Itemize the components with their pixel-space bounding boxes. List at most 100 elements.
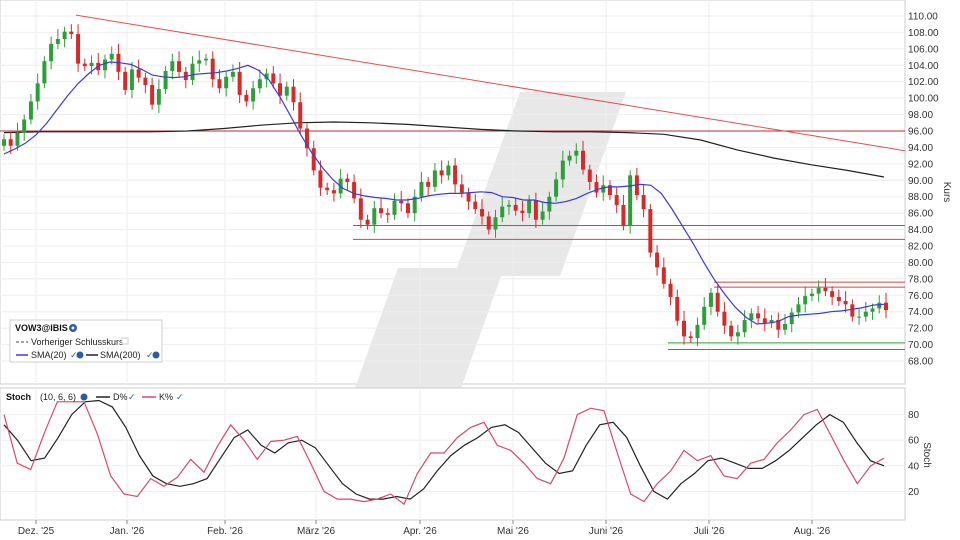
candle-body [69,31,74,35]
candle-body [533,200,538,220]
x-tick-label: Jan. '26 [110,526,145,537]
candle-body [729,325,734,337]
candle-body [143,77,148,85]
candle-body [480,209,485,217]
candle-body [809,293,814,297]
candle-body [271,73,276,84]
candle-body [311,148,316,171]
check-icon[interactable]: ✓ [176,392,184,402]
check-icon[interactable]: ✓ [128,392,136,402]
candle-body [500,206,505,218]
candle-body [365,219,370,225]
candle-body [129,69,134,90]
stoch-tick-label: 40 [908,461,920,472]
candle-body [109,53,114,60]
candle-body [62,31,67,39]
candle-body [742,319,747,333]
candle-body [796,304,801,313]
candle-body [345,178,350,182]
y-tick-label: 106.00 [908,44,939,55]
stoch-title: Stoch [6,392,31,402]
settings-icon[interactable] [76,351,84,359]
candle-body [257,79,262,89]
candle-body [358,198,363,220]
candle-body [210,58,215,80]
candle-body [304,128,309,149]
candle-body [237,71,242,95]
candle-body [850,304,855,317]
stoch-tick-label: 80 [908,410,920,421]
candle-body [621,204,626,226]
stoch-k-line [3,401,885,506]
legend: VOW3@IBIS Vorheriger Schlusskurs SMA(20)… [9,319,163,363]
y-tick-label: 98.00 [908,110,933,121]
candle-body [49,43,54,62]
candle-body [102,59,107,71]
y-tick-label: 76.00 [908,291,933,302]
candle-body [803,296,808,305]
check-icon[interactable]: ✓ [70,350,78,360]
candle-body [177,61,182,72]
sma200-line [3,121,885,178]
legend-symbol: VOW3@IBIS [15,323,68,333]
candle-body [136,69,141,78]
stoch-legend-k: K% [159,392,173,402]
price-y-ticks: 110.00 108.00 106.00 104.00 102.00 100.00 98.0… [908,12,939,368]
candle-body [264,73,269,80]
candle-body [89,62,94,67]
candle-body [352,181,357,199]
legend-prev-close-toggle[interactable] [121,337,129,345]
candle-body [628,175,633,226]
candle-body [35,83,40,102]
x-tick-label: Juni '26 [589,526,624,537]
candle-body [567,155,572,161]
settings-icon[interactable] [80,393,88,401]
candle-body [486,216,491,230]
candle-body [22,119,27,133]
x-axis: Dez. '25 Jan. '26 Feb. '26 März '26 Apr. '26… [18,520,831,537]
stoch-tick-label: 20 [908,487,920,498]
candle-body [830,291,835,297]
x-tick-label: Feb. '26 [207,526,243,537]
settings-icon[interactable] [69,324,77,332]
candle-body [8,139,13,146]
legend-sma200: SMA(200) [100,350,141,360]
sma200-line [3,121,885,178]
candle-body [540,211,545,220]
stoch-legend-d: D% [113,392,128,402]
settings-icon[interactable] [152,351,160,359]
y-tick-label: 80.00 [908,258,933,269]
check-icon[interactable]: ✓ [146,350,154,360]
candle-body [513,204,518,211]
y-tick-label: 110.00 [908,12,938,23]
candle-body [392,200,397,215]
candle-body [318,170,323,188]
stoch-legend: Stoch (10, 6, 6) D% ✓ K% ✓ [6,392,184,402]
stoch-axis-label: Stoch [921,442,932,468]
candle-body [190,63,195,81]
y-tick-label: 92.00 [908,159,933,170]
candle-body [749,313,754,320]
stoch-grid [0,388,905,520]
candle-body [379,208,384,214]
y-tick-label: 82.00 [908,242,933,253]
legend-sma20: SMA(20) [31,350,67,360]
candle-body [156,89,161,105]
candle-body [607,185,612,196]
y-tick-label: 86.00 [908,209,933,220]
candle-body [722,311,727,326]
candle-body [42,61,47,84]
candle-body [446,165,451,176]
candle-body [527,200,532,214]
candle-body [756,313,761,319]
candle-body [648,209,653,253]
y-tick-label: 94.00 [908,143,933,154]
candle-body [661,267,666,284]
candle-body [298,102,303,129]
x-tick-label: März '26 [297,526,335,537]
candle-body [473,201,478,210]
candle-body [426,181,431,187]
candle-body [614,195,619,205]
candle-body [735,332,740,337]
